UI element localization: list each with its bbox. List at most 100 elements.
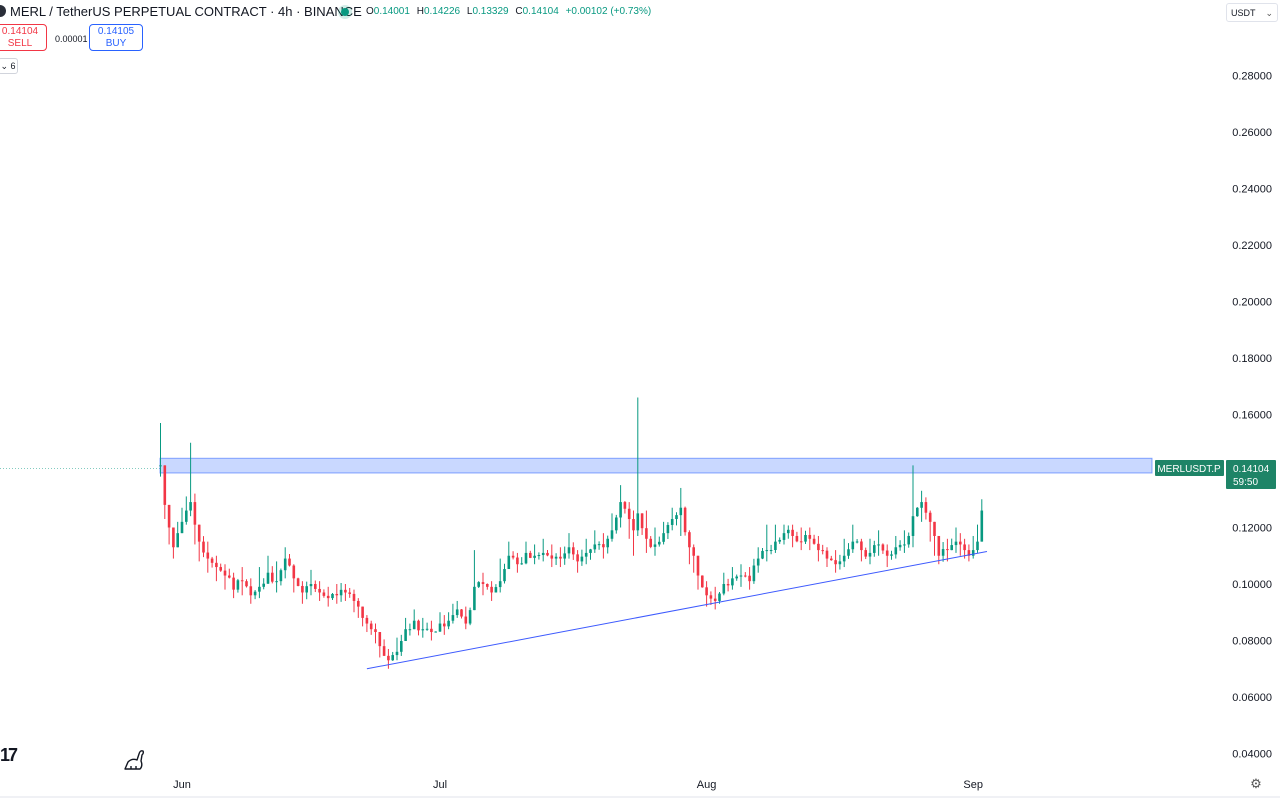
candle-body bbox=[387, 655, 390, 661]
indicators-count: 6 bbox=[10, 61, 16, 71]
candle-body bbox=[817, 543, 820, 551]
symbol-title[interactable]: MERL / TetherUS PERPETUAL CONTRACT · 4h … bbox=[10, 4, 362, 19]
candle-body bbox=[443, 623, 446, 627]
candle-body bbox=[430, 628, 433, 633]
candle-body bbox=[765, 550, 769, 552]
candle-body bbox=[533, 555, 536, 558]
candle-body bbox=[907, 535, 910, 545]
candle-body bbox=[206, 552, 210, 559]
time-axis-label: Aug bbox=[697, 779, 717, 791]
candle-body bbox=[890, 554, 893, 556]
candle-body bbox=[163, 465, 167, 505]
candle-body bbox=[593, 544, 597, 550]
buy-button[interactable]: 0.14105 BUY bbox=[89, 24, 143, 51]
candle-body bbox=[408, 629, 412, 631]
candle-body bbox=[769, 549, 773, 551]
ohlc-low-label: L bbox=[466, 6, 473, 17]
candle-body bbox=[688, 532, 691, 548]
ohlc-change: +0.00102 (+0.73%) bbox=[565, 6, 652, 17]
candle-body bbox=[391, 655, 394, 661]
candle-body bbox=[894, 547, 898, 555]
candle-body bbox=[412, 620, 416, 630]
ohlc-high: 0.14226 bbox=[423, 6, 461, 17]
candle-body bbox=[795, 535, 799, 542]
candle-body bbox=[885, 550, 889, 556]
candle-body bbox=[326, 595, 330, 599]
candle-body bbox=[675, 515, 678, 520]
candle-body bbox=[468, 610, 472, 624]
candle-body bbox=[507, 555, 511, 570]
candle-body bbox=[172, 527, 175, 548]
candle-body bbox=[546, 552, 549, 556]
candle-body bbox=[395, 651, 399, 656]
symbol-logo-icon[interactable] bbox=[0, 5, 6, 17]
candle-body bbox=[378, 632, 382, 647]
candle-body bbox=[292, 565, 296, 579]
candle-body bbox=[851, 541, 855, 550]
tradingview-logo[interactable]: 17 bbox=[0, 745, 18, 765]
candle-body bbox=[920, 502, 923, 508]
resistance-zone[interactable] bbox=[159, 457, 1153, 474]
candle-body bbox=[873, 545, 876, 553]
candle-body bbox=[610, 530, 614, 539]
candle-body bbox=[567, 547, 571, 554]
market-status-icon bbox=[341, 8, 349, 16]
candle-body bbox=[554, 556, 558, 559]
candle-body bbox=[279, 570, 283, 582]
currency-select[interactable]: USDT ⌄ bbox=[1226, 3, 1278, 22]
price-tag-countdown: 59:50 bbox=[1233, 477, 1258, 488]
candle-body bbox=[713, 598, 717, 601]
candle-body bbox=[799, 541, 803, 543]
ohlc-close-label: C bbox=[515, 6, 523, 17]
candle-body bbox=[404, 629, 407, 641]
candle-body bbox=[511, 555, 515, 558]
candle-body bbox=[670, 519, 674, 525]
candle-body bbox=[808, 534, 812, 539]
candle-body bbox=[490, 586, 493, 593]
price-axis[interactable]: 0.28000 0.26000 0.24000 0.22000 0.20000 0.180… bbox=[1232, 71, 1272, 761]
candle-body bbox=[550, 555, 554, 559]
candle-body bbox=[709, 595, 713, 599]
support-trendline[interactable] bbox=[366, 551, 988, 670]
candle-body bbox=[524, 552, 528, 564]
candle-body bbox=[950, 545, 953, 551]
buy-label: BUY bbox=[105, 38, 127, 49]
candle-body bbox=[537, 555, 541, 557]
candle-body bbox=[834, 560, 837, 565]
candle-body bbox=[374, 629, 377, 633]
candle-body bbox=[455, 609, 459, 616]
candle-body bbox=[434, 631, 437, 633]
candle-body bbox=[258, 586, 261, 592]
candle-body bbox=[821, 550, 824, 552]
gear-icon[interactable]: ⚙ bbox=[1250, 776, 1262, 791]
candle-body bbox=[486, 584, 489, 587]
candle-body bbox=[563, 553, 566, 559]
candle-body bbox=[494, 587, 498, 593]
candle-body bbox=[210, 558, 214, 563]
time-axis-label: Jun bbox=[173, 779, 191, 791]
candle-body bbox=[339, 589, 343, 596]
candle-body bbox=[451, 615, 455, 621]
candle-body bbox=[357, 600, 360, 607]
symbol-tag-bg bbox=[1155, 460, 1224, 476]
ohlc-high-label: H bbox=[416, 6, 424, 17]
price-axis-label: 0.20000 bbox=[1232, 297, 1272, 309]
candle-body bbox=[916, 507, 919, 517]
ohlc-close: 0.14104 bbox=[522, 6, 559, 17]
indicators-toggle-button[interactable]: ⌄ 6 bbox=[0, 58, 18, 74]
candle-body bbox=[756, 558, 760, 566]
sell-button[interactable]: 0.14104 SELL bbox=[0, 24, 47, 51]
candle-body bbox=[933, 521, 936, 536]
candle-body bbox=[597, 544, 601, 546]
candle-body bbox=[838, 561, 842, 565]
ohlc-low: 0.13329 bbox=[472, 6, 509, 17]
time-axis[interactable]: Jun Jul Aug Sep bbox=[173, 779, 983, 791]
candle-body bbox=[335, 593, 339, 596]
candle-body bbox=[240, 580, 244, 582]
candle-body bbox=[382, 646, 386, 656]
price-axis-label: 0.06000 bbox=[1232, 692, 1272, 704]
candle-body bbox=[701, 575, 704, 588]
candle-body bbox=[722, 584, 726, 594]
candle-body bbox=[301, 585, 304, 593]
